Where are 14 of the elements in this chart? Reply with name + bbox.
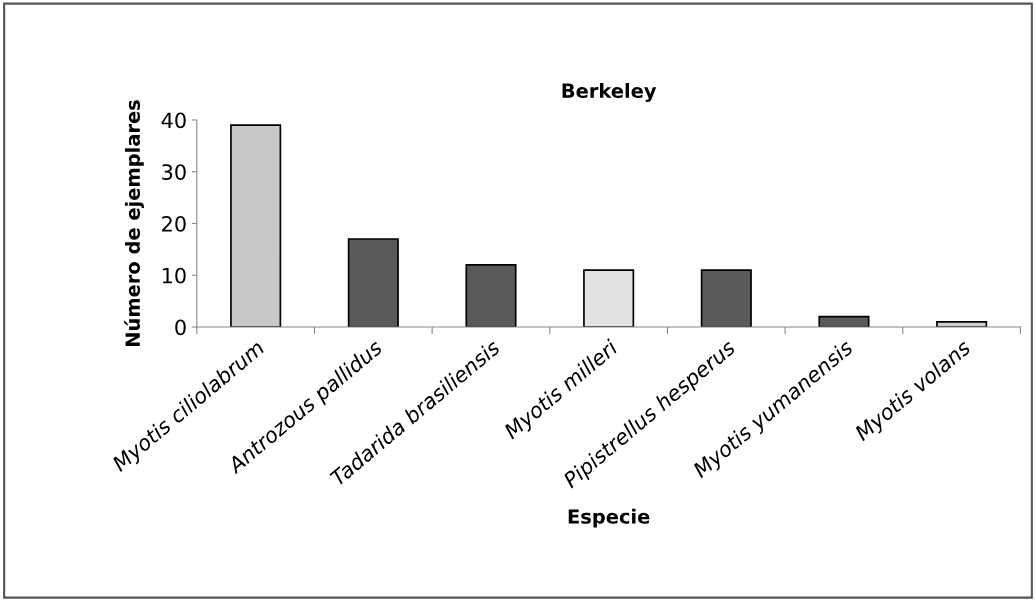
y-tick-label: 0: [175, 319, 186, 336]
y-tick-label: 20: [162, 215, 186, 232]
bar: [583, 269, 635, 327]
bar: [818, 315, 870, 327]
bar: [700, 269, 752, 327]
bar: [347, 238, 399, 327]
y-tick-label: 40: [161, 112, 186, 129]
y-axis-title: Número de ejemplares: [124, 100, 144, 346]
y-tick-label: 10: [162, 267, 186, 284]
chart-title: Berkeley: [562, 83, 657, 102]
bar: [230, 124, 282, 327]
y-tick-label: 30: [162, 164, 186, 180]
bar: [465, 264, 517, 327]
x-axis-title: Especie: [568, 508, 650, 528]
